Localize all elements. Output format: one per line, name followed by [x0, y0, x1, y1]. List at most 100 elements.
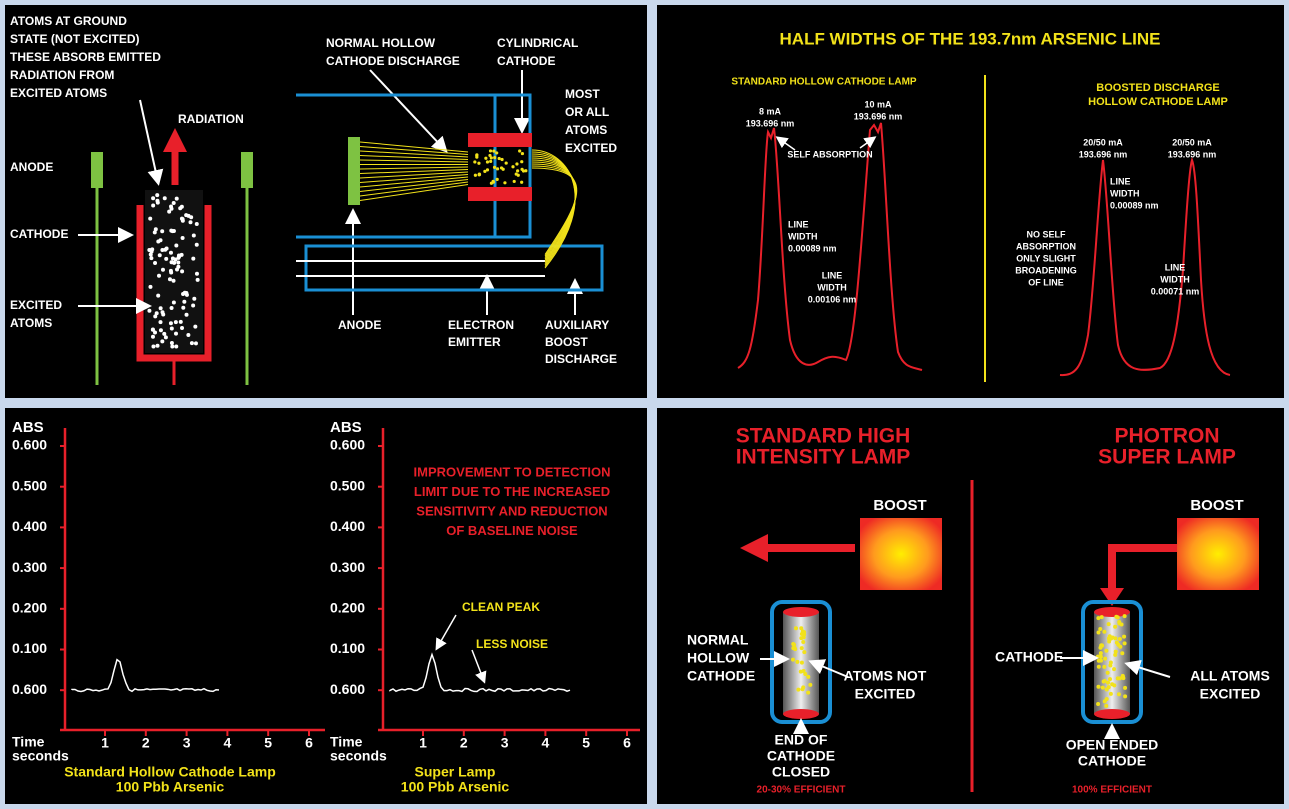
- atom: [489, 181, 494, 185]
- atom: [1118, 644, 1123, 649]
- label: NORMAL HOLLOW: [326, 36, 436, 50]
- chart-frames: [60, 428, 640, 736]
- atom: [1096, 684, 1101, 689]
- x-tick-label: 3: [183, 735, 191, 751]
- label: WIDTH: [788, 231, 818, 241]
- atom: [493, 155, 497, 160]
- y-tick-label: 0.600: [330, 437, 365, 453]
- x-tick-label: 1: [419, 735, 427, 751]
- panel: [5, 5, 647, 398]
- atom: [147, 308, 152, 313]
- atom: [158, 328, 163, 333]
- label: Time: [12, 734, 45, 750]
- atom: [1113, 636, 1118, 641]
- label: NO SELF: [1026, 229, 1066, 239]
- y-tick-label: 0.100: [330, 640, 365, 656]
- lamp-section: [78, 69, 604, 385]
- atom: [171, 278, 176, 283]
- y-tick-label: 0.400: [12, 518, 47, 534]
- atom: [1098, 654, 1103, 659]
- label: CLOSED: [772, 764, 830, 780]
- atom: [171, 200, 176, 205]
- atom: [518, 149, 522, 153]
- atom: [800, 687, 805, 692]
- label: CYLINDRICAL: [497, 36, 578, 50]
- label: seconds: [330, 748, 387, 764]
- atom: [173, 331, 178, 336]
- atom: [488, 149, 493, 153]
- atom: [1120, 673, 1125, 678]
- y-tick-label: 0.300: [12, 559, 47, 575]
- atom: [160, 267, 165, 272]
- atom: [186, 332, 191, 337]
- atom: [495, 167, 500, 171]
- atom: [172, 260, 177, 265]
- y-tick-label: 0.600: [330, 681, 365, 697]
- x-tick-label: 4: [542, 735, 550, 751]
- y-tick-label: 0.200: [12, 600, 47, 616]
- atom: [158, 306, 163, 311]
- discharge: [531, 165, 577, 257]
- discharge: [359, 146, 469, 155]
- atom: [189, 341, 194, 346]
- atom: [154, 311, 159, 316]
- y-tick-label: 0.300: [330, 559, 365, 575]
- atom: [1107, 639, 1112, 644]
- atom: [1096, 630, 1101, 635]
- atom: [1108, 691, 1113, 696]
- label: CLEAN PEAK: [462, 600, 540, 614]
- label: ATOMS: [565, 123, 607, 137]
- atom: [792, 642, 797, 647]
- atom: [1102, 629, 1107, 634]
- atom: [169, 306, 174, 311]
- discharge: [359, 169, 469, 174]
- atom: [148, 284, 153, 289]
- atom: [169, 326, 174, 331]
- atom: [149, 249, 154, 254]
- label: WIDTH: [1110, 188, 1140, 198]
- atom: [515, 162, 519, 166]
- label: SELF ABSORPTION: [787, 149, 872, 159]
- atom: [150, 334, 155, 339]
- atom: [1106, 680, 1111, 685]
- atom: [1099, 615, 1104, 620]
- label: AUXILIARY: [545, 318, 609, 332]
- atom: [1113, 624, 1118, 629]
- label: LINE: [822, 270, 843, 280]
- cathode-end: [783, 607, 819, 617]
- label: CATHODE: [767, 748, 835, 764]
- atom: [174, 243, 179, 248]
- panel: [5, 408, 647, 804]
- atom: [162, 196, 167, 201]
- atom: [176, 253, 181, 258]
- atom: [178, 206, 183, 211]
- atom: [153, 330, 158, 335]
- y-tick-label: 0.200: [330, 600, 365, 616]
- label: ABS: [330, 419, 362, 436]
- atom: [1112, 667, 1117, 672]
- atom: [1096, 702, 1101, 707]
- caption: 100 Pbb Arsenic: [116, 779, 225, 795]
- atom: [164, 256, 169, 261]
- traces: [71, 614, 571, 693]
- atom: [194, 271, 199, 276]
- atom: [149, 256, 154, 261]
- atom: [473, 173, 477, 177]
- atom: [156, 239, 161, 244]
- atom: [152, 230, 157, 235]
- atom: [520, 151, 525, 156]
- label: CATHODE: [995, 649, 1063, 665]
- line-profiles: [737, 75, 1231, 382]
- atom: [1103, 656, 1108, 661]
- label: CATHODE: [497, 54, 555, 68]
- caption: Standard Hollow Cathode Lamp: [64, 764, 276, 780]
- y-tick-label: 0.500: [12, 477, 47, 493]
- label: ABS: [12, 419, 44, 436]
- atom: [796, 687, 801, 692]
- label: BROADENING: [1015, 265, 1077, 275]
- atom: [153, 260, 158, 265]
- heading: STANDARD HOLLOW CATHODE LAMP: [731, 77, 916, 88]
- label: WIDTH: [1160, 274, 1190, 284]
- discharge: [359, 166, 469, 170]
- atom: [791, 657, 796, 662]
